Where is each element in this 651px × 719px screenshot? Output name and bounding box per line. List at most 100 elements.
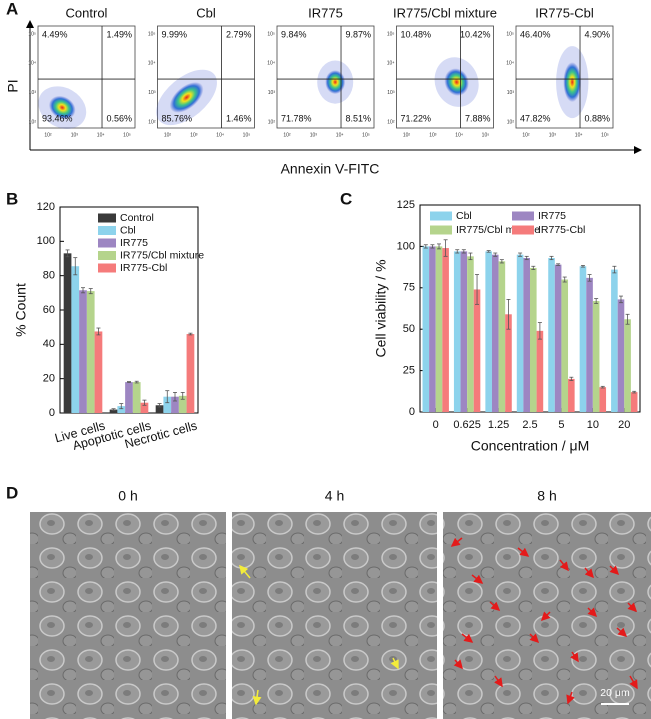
- y-tick-label: 10⁵: [506, 31, 514, 37]
- bar: [523, 257, 530, 412]
- x-tick-label: 2.5: [522, 419, 537, 431]
- flow-y-label: PI: [5, 79, 21, 92]
- y-tick-label: 120: [37, 201, 55, 213]
- bar: [132, 382, 141, 413]
- x-tick-label: 10⁵: [601, 132, 609, 138]
- necrosis-arrow: [570, 651, 579, 663]
- y-tick-label: 75: [403, 282, 415, 294]
- y-tick-label: 80: [43, 270, 55, 282]
- bar: [86, 291, 95, 413]
- y-tick-label: 100: [397, 240, 415, 252]
- flow-plot-frame: [276, 25, 375, 129]
- y-tick-label: 10⁴: [506, 61, 514, 67]
- y-tick-label: 100: [37, 235, 55, 247]
- quadrant-percent: 0.88%: [584, 113, 610, 123]
- legend-label: IR775-Cbl: [120, 262, 167, 274]
- x-tick-label: 10³: [190, 132, 198, 138]
- bar: [561, 279, 569, 412]
- x-tick-label: 0.625: [453, 419, 481, 431]
- necrosis-arrow: [471, 574, 484, 584]
- quadrant-percent: 2.79%: [226, 29, 252, 39]
- quadrant-percent: 85.76%: [162, 113, 193, 123]
- y-tick-label: 10²: [507, 119, 515, 125]
- bar: [429, 246, 436, 412]
- bar: [163, 396, 172, 413]
- bar: [453, 251, 461, 412]
- x-tick-label: 20: [618, 419, 630, 431]
- quadrant-percent: 0.56%: [106, 113, 132, 123]
- time-label: 8 h: [537, 488, 556, 504]
- quadrant-percent: 71.78%: [281, 113, 312, 123]
- flow-title: IR775/Cbl mixture: [393, 5, 497, 20]
- legend-label: IR775: [120, 237, 148, 249]
- y-tick-label: 10⁴: [387, 61, 395, 67]
- x-tick-label: 10²: [283, 132, 291, 138]
- y-tick-label: 10²: [148, 119, 156, 125]
- y-tick-label: 25: [403, 365, 415, 377]
- density-blob: [48, 95, 76, 120]
- bar: [586, 277, 593, 412]
- legend-swatch: [98, 263, 116, 273]
- micrograph: [30, 512, 226, 719]
- y-tick-label: 60: [43, 304, 55, 316]
- necrosis-arrow: [489, 601, 501, 611]
- bar: [599, 387, 607, 412]
- y-tick-label: 10³: [507, 90, 515, 96]
- apoptosis-arrow: [390, 657, 399, 670]
- necrosis-arrow: [627, 602, 638, 613]
- bar: [178, 395, 187, 413]
- bar: [79, 290, 87, 413]
- y-tick-label: 0: [49, 407, 55, 419]
- legend-swatch: [430, 211, 452, 221]
- legend-label: IR775/Cbl mixture: [120, 249, 204, 261]
- quadrant-percent: 1.46%: [226, 113, 252, 123]
- y-tick-label: 10²: [29, 119, 37, 125]
- quadrant-percent: 7.88%: [465, 113, 491, 123]
- bar: [630, 392, 638, 412]
- legend-label: Cbl: [456, 210, 472, 222]
- legend-label: IR775-Cbl: [538, 224, 585, 236]
- x-tick-label: 10: [587, 419, 599, 431]
- apoptosis-arrow: [239, 564, 251, 579]
- bar: [498, 261, 506, 412]
- x-axis-label: Concentration / μM: [471, 438, 590, 454]
- necrosis-arrow: [616, 627, 628, 637]
- y-tick-label: 10⁴: [148, 61, 156, 67]
- quadrant-percent: 46.40%: [520, 29, 551, 39]
- bar: [617, 299, 625, 412]
- y-tick-label: 10⁵: [28, 31, 36, 37]
- quadrant-percent: 9.84%: [281, 29, 307, 39]
- y-tick-label: 10⁴: [267, 61, 275, 67]
- quadrant-percent: 4.49%: [42, 29, 68, 39]
- time-label: 0 h: [118, 488, 137, 504]
- bar: [530, 267, 537, 412]
- bar: [117, 406, 126, 413]
- x-tick-label: 10³: [429, 132, 437, 138]
- legend-label: Control: [120, 212, 154, 224]
- y-tick-label: 10²: [268, 119, 276, 125]
- necrosis-arrow: [540, 611, 551, 622]
- bar: [140, 402, 149, 413]
- flow-title: IR775-Cbl: [535, 5, 594, 20]
- bar: [568, 378, 575, 412]
- x-tick-label: 10³: [310, 132, 318, 138]
- y-tick-label: 10³: [148, 90, 156, 96]
- necrosis-arrow: [629, 675, 638, 690]
- y-tick-label: 10⁵: [387, 31, 395, 37]
- x-tick-label: 10⁴: [97, 132, 105, 138]
- flow-title: Control: [66, 5, 108, 20]
- flow-plot-frame: [37, 25, 136, 129]
- bar: [186, 334, 195, 413]
- x-tick-label: 10³: [71, 132, 79, 138]
- apoptosis-arrow: [252, 689, 262, 706]
- bar: [554, 264, 562, 412]
- x-tick-label: 10⁴: [455, 132, 463, 138]
- panel-letter: C: [340, 189, 352, 208]
- bar: [422, 246, 430, 412]
- micrograph: [232, 512, 437, 719]
- bar: [473, 289, 481, 412]
- y-tick-label: 10⁵: [148, 31, 156, 37]
- quadrant-percent: 8.51%: [345, 113, 371, 123]
- quadrant-percent: 10.42%: [460, 29, 491, 39]
